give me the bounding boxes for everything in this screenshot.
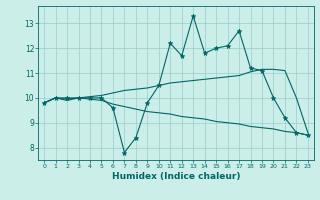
X-axis label: Humidex (Indice chaleur): Humidex (Indice chaleur): [112, 172, 240, 181]
